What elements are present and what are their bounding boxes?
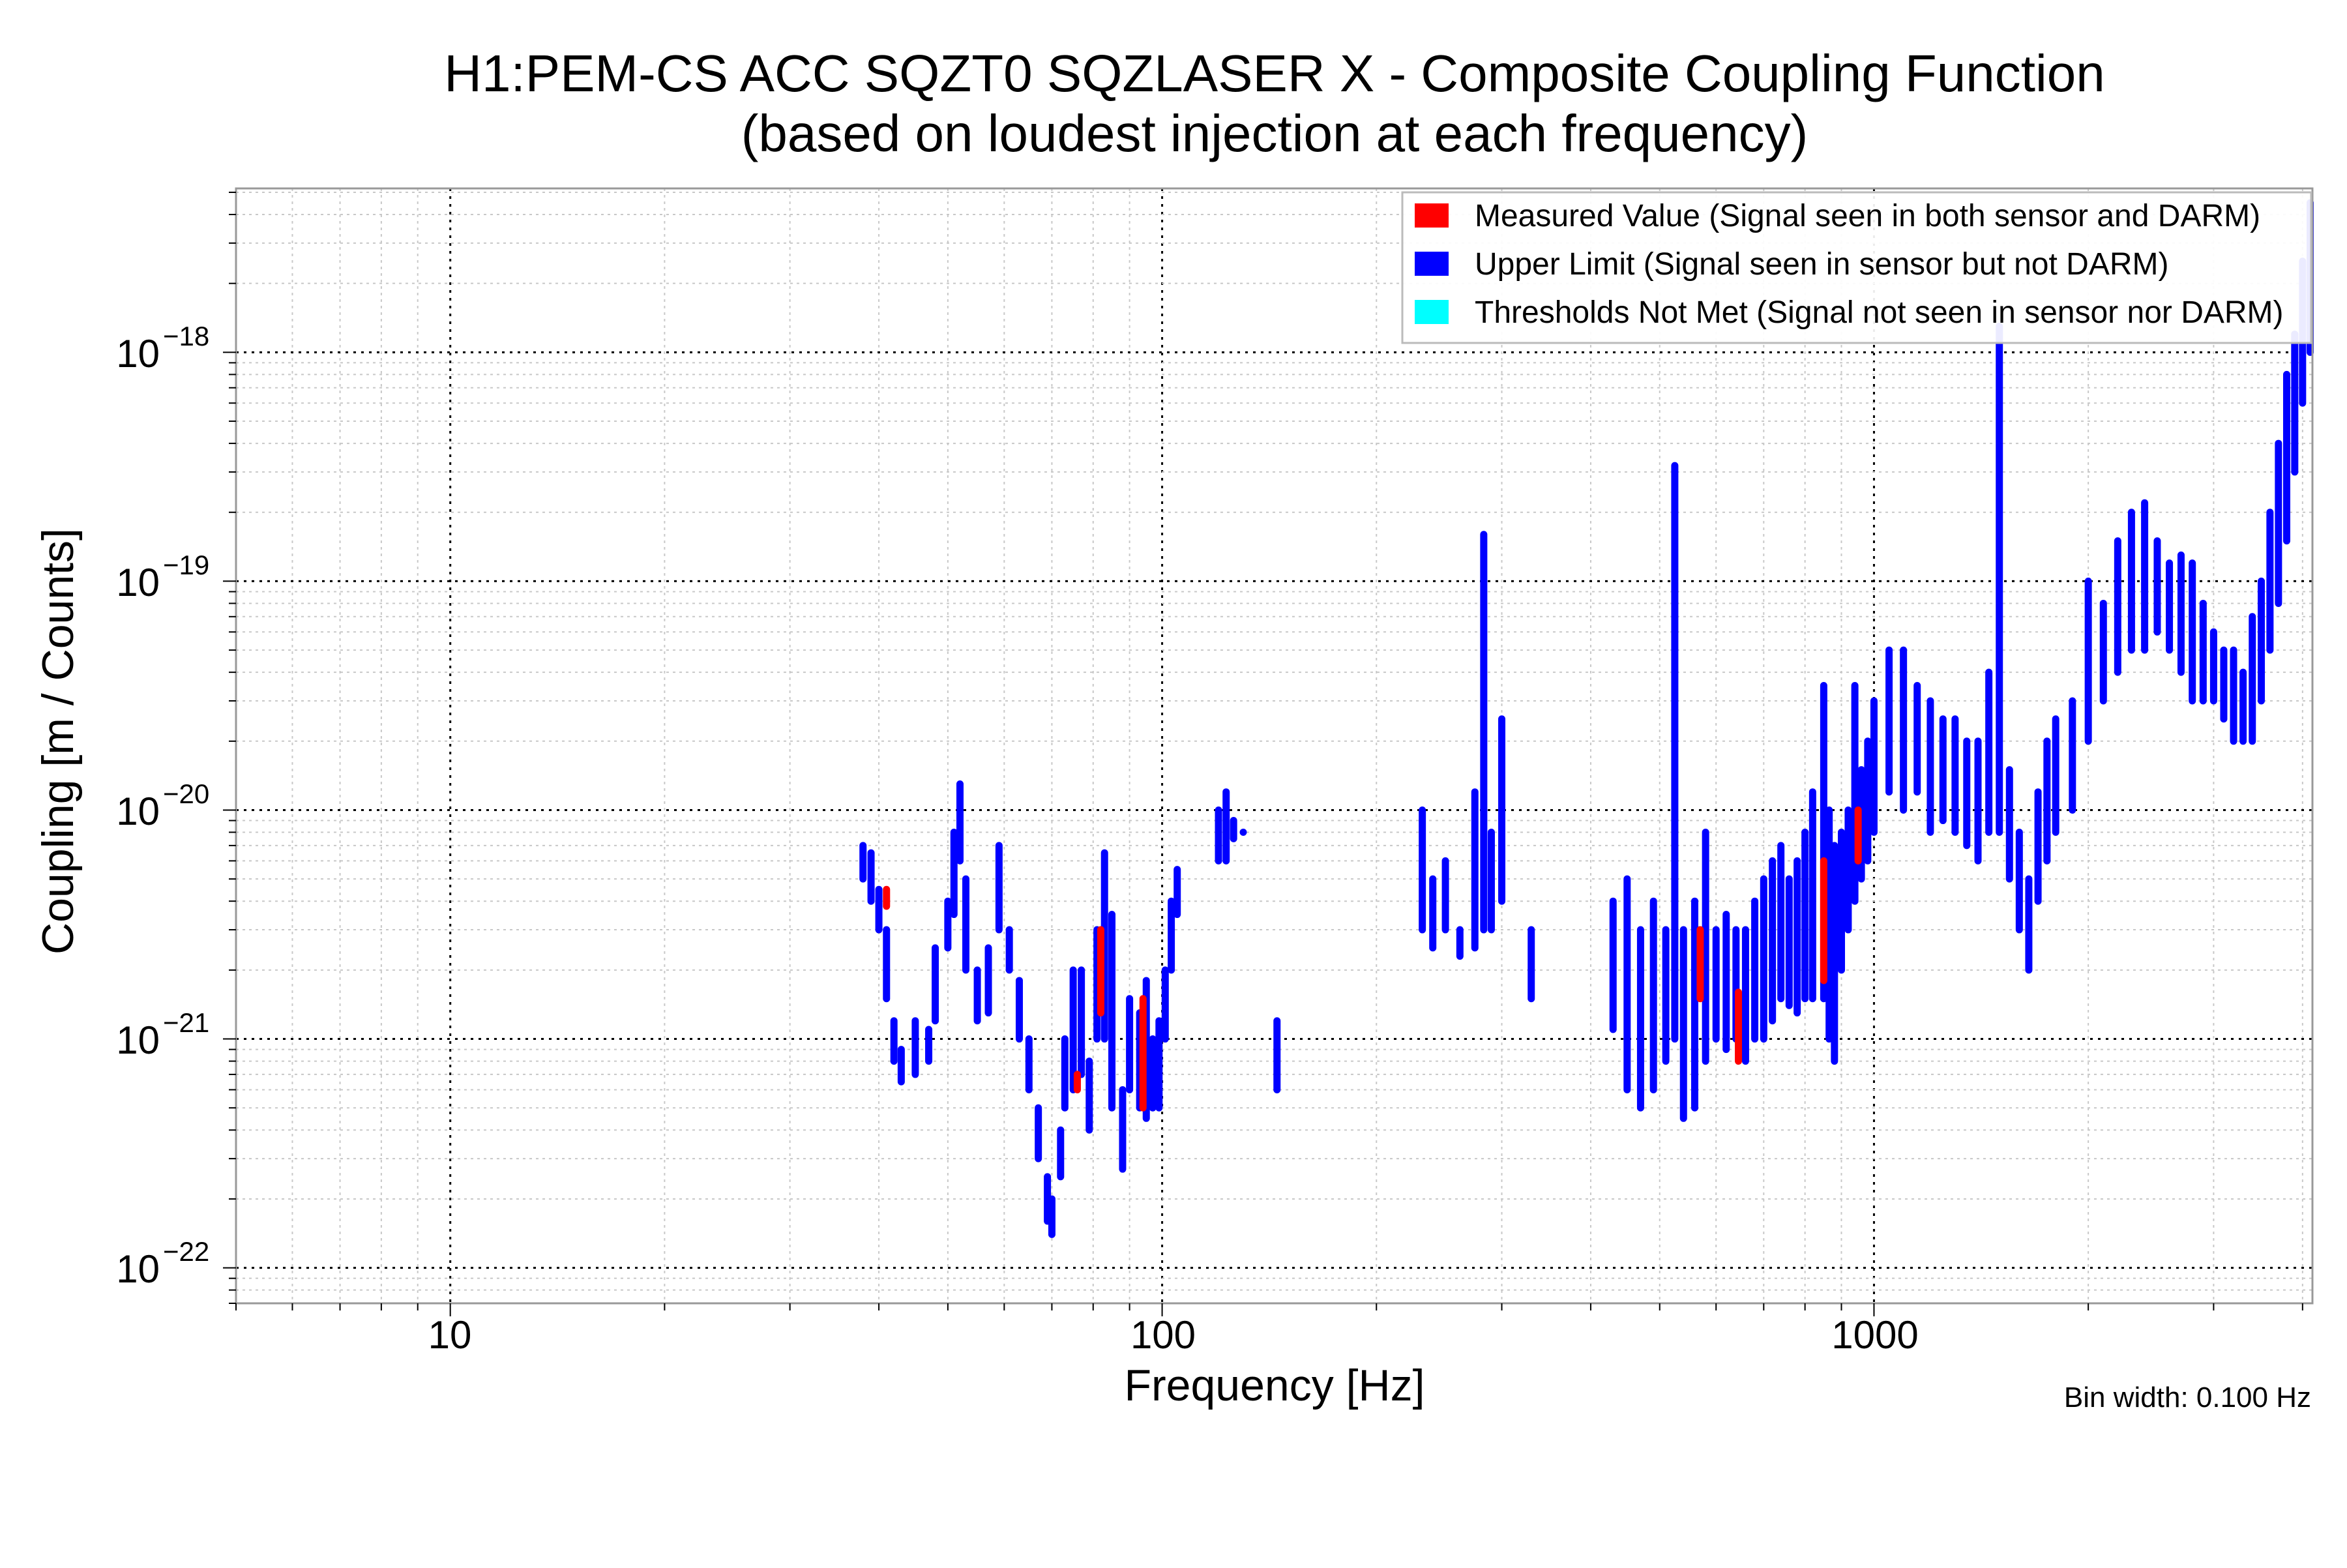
axis-ticks [223, 191, 2303, 1316]
y-tick-exponent: −22 [163, 1236, 209, 1267]
legend-label: Upper Limit (Signal seen in sensor but n… [1475, 247, 2168, 282]
y-tick-exponent: −21 [163, 1007, 209, 1038]
y-tick-base: 10 [116, 1247, 160, 1291]
legend-swatch-red [1415, 203, 1449, 228]
y-tick-label: 10 −21 [116, 1007, 209, 1062]
chart-title-line1: H1:PEM-CS ACC SQZT0 SQZLASER X - Composi… [444, 44, 2105, 102]
x-tick-label: 100 [1130, 1313, 1196, 1357]
y-tick-exponent: −20 [163, 778, 209, 809]
x-axis-label: Frequency [Hz] [1124, 1361, 1424, 1410]
x-tick-label: 10 [428, 1313, 472, 1357]
legend-entry-upper-limit: Upper Limit (Signal seen in sensor but n… [1415, 247, 2168, 282]
legend-box [1401, 191, 2312, 344]
y-tick-base: 10 [116, 561, 160, 604]
y-tick-label: 10 −18 [116, 321, 209, 376]
legend-label: Measured Value (Signal seen in both sens… [1475, 199, 2260, 233]
y-tick-exponent: −19 [163, 550, 209, 580]
y-tick-label: 10 −20 [116, 778, 209, 833]
y-tick-label: 10 −22 [116, 1236, 209, 1291]
legend-swatch-cyan [1415, 300, 1449, 324]
series-upper-limit [859, 199, 2314, 1238]
y-tick-base: 10 [116, 1018, 160, 1062]
legend-entry-thresholds-not-met: Thresholds Not Met (Signal not seen in s… [1415, 295, 2284, 330]
y-axis-label: Coupling [m / Counts] [33, 528, 83, 954]
x-tick-label: 1000 [1831, 1313, 1918, 1357]
y-tick-base: 10 [116, 790, 160, 833]
y-tick-exponent: −18 [163, 321, 209, 351]
legend: Measured Value (Signal seen in both sens… [1401, 191, 2312, 344]
y-tick-base: 10 [116, 332, 160, 376]
plot-frame [235, 187, 2314, 1305]
bin-width-annotation: Bin width: 0.100 Hz [2064, 1382, 2311, 1413]
legend-entry-measured: Measured Value (Signal seen in both sens… [1415, 199, 2260, 233]
series-measured [883, 806, 1862, 1112]
y-tick-label: 10 −19 [116, 550, 209, 604]
data-points [859, 199, 2314, 1238]
legend-label: Thresholds Not Met (Signal not seen in s… [1475, 295, 2284, 330]
legend-swatch-blue [1415, 252, 1449, 276]
chart-title-line2: (based on loudest injection at each freq… [741, 104, 1808, 162]
